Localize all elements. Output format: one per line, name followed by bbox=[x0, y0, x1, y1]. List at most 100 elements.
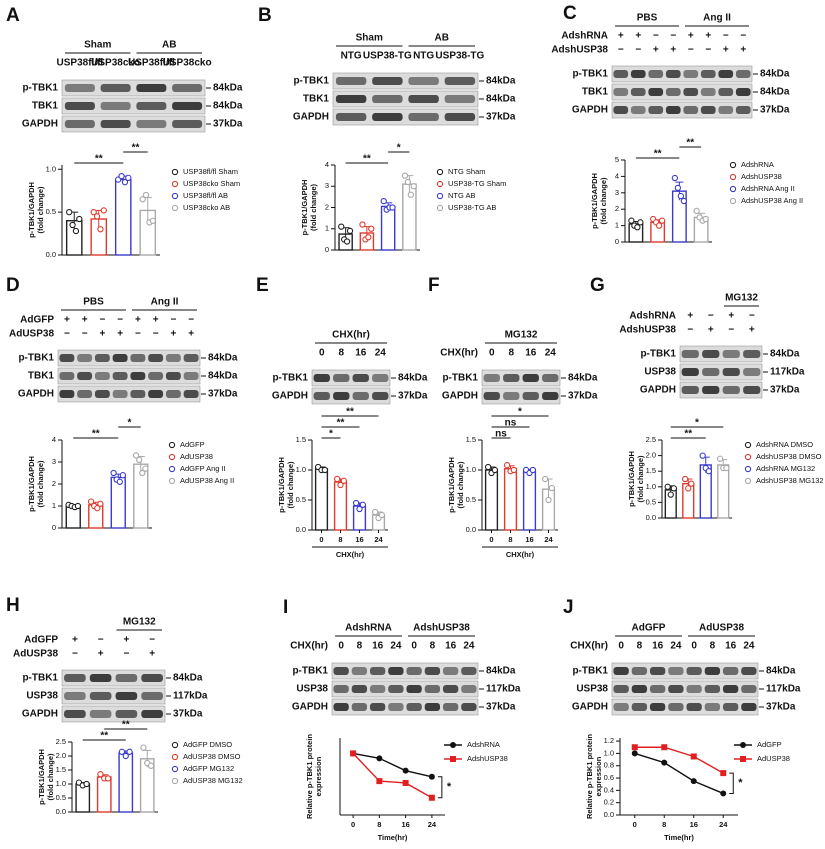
y-tick-label: 0.0 bbox=[646, 513, 656, 522]
significance-label: ** bbox=[132, 143, 140, 154]
kda-label: 37kDa bbox=[568, 391, 598, 402]
legend-label: AdUSP38 bbox=[757, 754, 790, 763]
y-tick-label: 1.0 bbox=[646, 482, 656, 491]
blot-band bbox=[613, 70, 629, 78]
group-label: AB bbox=[435, 33, 449, 44]
data-point bbox=[702, 215, 709, 223]
data-point bbox=[340, 477, 348, 484]
lane-label: 0 bbox=[618, 641, 624, 652]
blot-band bbox=[668, 703, 684, 711]
kda-label: 84kDa bbox=[213, 101, 243, 112]
data-point bbox=[118, 748, 126, 755]
blot-band bbox=[681, 368, 699, 376]
y-axis-label: p-TBK1/GAPDH bbox=[447, 457, 456, 513]
bar bbox=[717, 464, 730, 519]
data-point bbox=[402, 779, 409, 786]
blot-strip bbox=[481, 369, 561, 387]
sign: + bbox=[618, 31, 624, 42]
blot-band bbox=[335, 95, 367, 103]
lane-label: 24 bbox=[375, 348, 387, 359]
data-point bbox=[93, 213, 101, 220]
y-tick-label: 4 bbox=[325, 160, 329, 169]
legend-label: AdshRNA DMSO bbox=[756, 440, 813, 449]
blot-band bbox=[722, 703, 739, 711]
sign-row-label: AdshUSP38 bbox=[551, 45, 608, 56]
blot-band bbox=[408, 113, 439, 121]
blot-row-label: GAPDH bbox=[572, 702, 608, 713]
x-tick-label: 0 bbox=[489, 535, 493, 544]
lane-label: 16 bbox=[445, 641, 457, 652]
y-axis-label: expression bbox=[314, 756, 323, 796]
blot-band bbox=[59, 390, 75, 398]
data-point bbox=[510, 466, 518, 474]
blot-band bbox=[388, 703, 404, 711]
blot-band bbox=[130, 354, 146, 362]
lane-label: 8 bbox=[357, 641, 363, 652]
blot-row-label: USP38 bbox=[296, 684, 328, 695]
kda-label: 37kDa bbox=[770, 385, 800, 396]
blot-band bbox=[442, 703, 459, 711]
group-label: Sham bbox=[356, 33, 383, 44]
legend-marker bbox=[171, 204, 179, 212]
significance-label: ** bbox=[337, 418, 345, 429]
blot-band bbox=[115, 674, 138, 682]
blot-band bbox=[668, 685, 684, 693]
sign: − bbox=[82, 329, 88, 340]
blot-band bbox=[444, 77, 476, 85]
y-tick-label: 0.0 bbox=[56, 807, 66, 816]
sign: + bbox=[117, 329, 123, 340]
blot-band bbox=[100, 102, 131, 110]
blot-band bbox=[648, 70, 664, 78]
lane-label: 24 bbox=[545, 348, 557, 359]
sign: − bbox=[749, 311, 755, 322]
y-tick-label: 0.5 bbox=[466, 495, 476, 504]
significance-label: ** bbox=[92, 429, 100, 440]
blot-strip bbox=[331, 680, 479, 698]
y-axis-label: p-TBK1/GAPDH bbox=[27, 182, 36, 238]
blot-band bbox=[408, 77, 439, 85]
y-tick-label: 2.0 bbox=[646, 451, 656, 460]
data-point bbox=[503, 462, 511, 469]
blot-band bbox=[722, 350, 740, 358]
legend-label: AdshRNA Ang II bbox=[741, 184, 795, 193]
data-point bbox=[140, 744, 147, 751]
blot-band bbox=[64, 120, 95, 128]
blot-row-label: p-TBK1 bbox=[442, 373, 478, 384]
blot-row-label: GAPDH bbox=[18, 389, 54, 400]
y-tick-label: 2.0 bbox=[56, 751, 66, 760]
blot-band bbox=[483, 374, 500, 382]
series-line bbox=[352, 752, 433, 799]
lane-label: 8 bbox=[508, 348, 514, 359]
legend-marker bbox=[450, 756, 456, 762]
legend-label: AdUSP38 DMSO bbox=[183, 752, 241, 761]
blot-band bbox=[700, 88, 716, 96]
blot-row-label: p-TBK1 bbox=[18, 353, 54, 364]
blot-band bbox=[613, 667, 629, 675]
y-tick-label: 0.0 bbox=[46, 250, 56, 259]
blot-band bbox=[372, 95, 403, 103]
data-point bbox=[359, 501, 367, 508]
blot-band bbox=[112, 390, 128, 398]
data-point bbox=[380, 197, 387, 205]
blot-band bbox=[141, 674, 163, 682]
legend-label: AdGFP MG132 bbox=[183, 764, 234, 773]
y-tick-label: 1.5 bbox=[466, 435, 476, 444]
sign: + bbox=[135, 315, 141, 326]
data-point bbox=[664, 483, 671, 490]
data-point bbox=[529, 466, 537, 474]
data-point bbox=[634, 224, 641, 231]
data-point bbox=[720, 770, 727, 777]
blot-band bbox=[183, 372, 199, 380]
y-tick-label: 1.5 bbox=[646, 466, 656, 475]
data-point bbox=[122, 752, 129, 760]
legend-marker bbox=[436, 192, 444, 200]
y-axis-label: p-TBK1/GAPDH bbox=[277, 457, 286, 513]
data-point bbox=[333, 475, 341, 483]
bar bbox=[110, 476, 126, 529]
annotation-bracket bbox=[437, 776, 443, 799]
data-point bbox=[371, 508, 379, 516]
x-tick-label: 16 bbox=[401, 820, 409, 829]
blot-band bbox=[335, 113, 367, 121]
sign: − bbox=[635, 45, 641, 56]
lane-label: USP38fl/fl bbox=[57, 58, 104, 69]
